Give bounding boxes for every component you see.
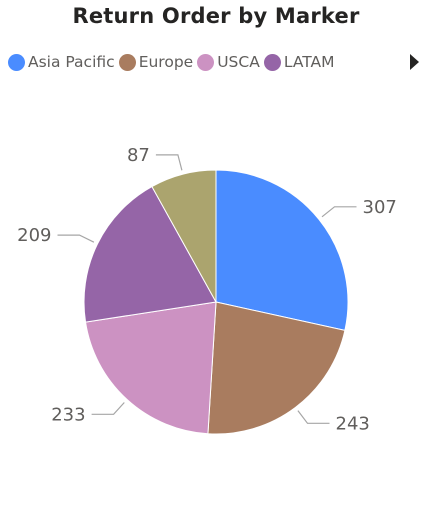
slice-other[interactable]	[151, 169, 217, 304]
legend: Asia Pacific Europe USCA LATAM	[8, 50, 338, 74]
data-label: 87	[127, 145, 150, 166]
leader-line	[91, 402, 125, 415]
legend-label: Asia Pacific	[28, 53, 115, 71]
leader-line	[297, 410, 330, 424]
legend-item-latam[interactable]: LATAM	[263, 53, 335, 71]
leader-line	[155, 154, 183, 171]
legend-label: LATAM	[283, 53, 335, 71]
triangle-right-icon[interactable]	[410, 54, 419, 70]
legend-label: USCA	[217, 53, 260, 71]
data-label: 243	[336, 413, 370, 434]
legend-swatch	[8, 53, 25, 71]
data-label: 233	[51, 404, 85, 425]
slice-latam[interactable]	[83, 185, 217, 323]
chart-title: Return Order by Marker	[72, 4, 360, 28]
legend-swatch	[197, 53, 215, 71]
data-label: 209	[17, 225, 51, 246]
slice-usca[interactable]	[84, 301, 217, 435]
legend-item-asia-pacific[interactable]: Asia Pacific	[8, 53, 115, 71]
slice-europe[interactable]	[207, 301, 346, 435]
legend-swatch	[118, 53, 136, 71]
legend-swatch	[263, 53, 281, 71]
leader-line	[57, 234, 95, 243]
leader-line	[321, 206, 357, 218]
legend-item-europe[interactable]: Europe	[118, 53, 194, 71]
data-label: 307	[363, 197, 397, 218]
slice-asia-pacific[interactable]	[215, 169, 349, 332]
legend-item-usca[interactable]: USCA	[197, 53, 260, 71]
legend-label: Europe	[138, 53, 194, 71]
